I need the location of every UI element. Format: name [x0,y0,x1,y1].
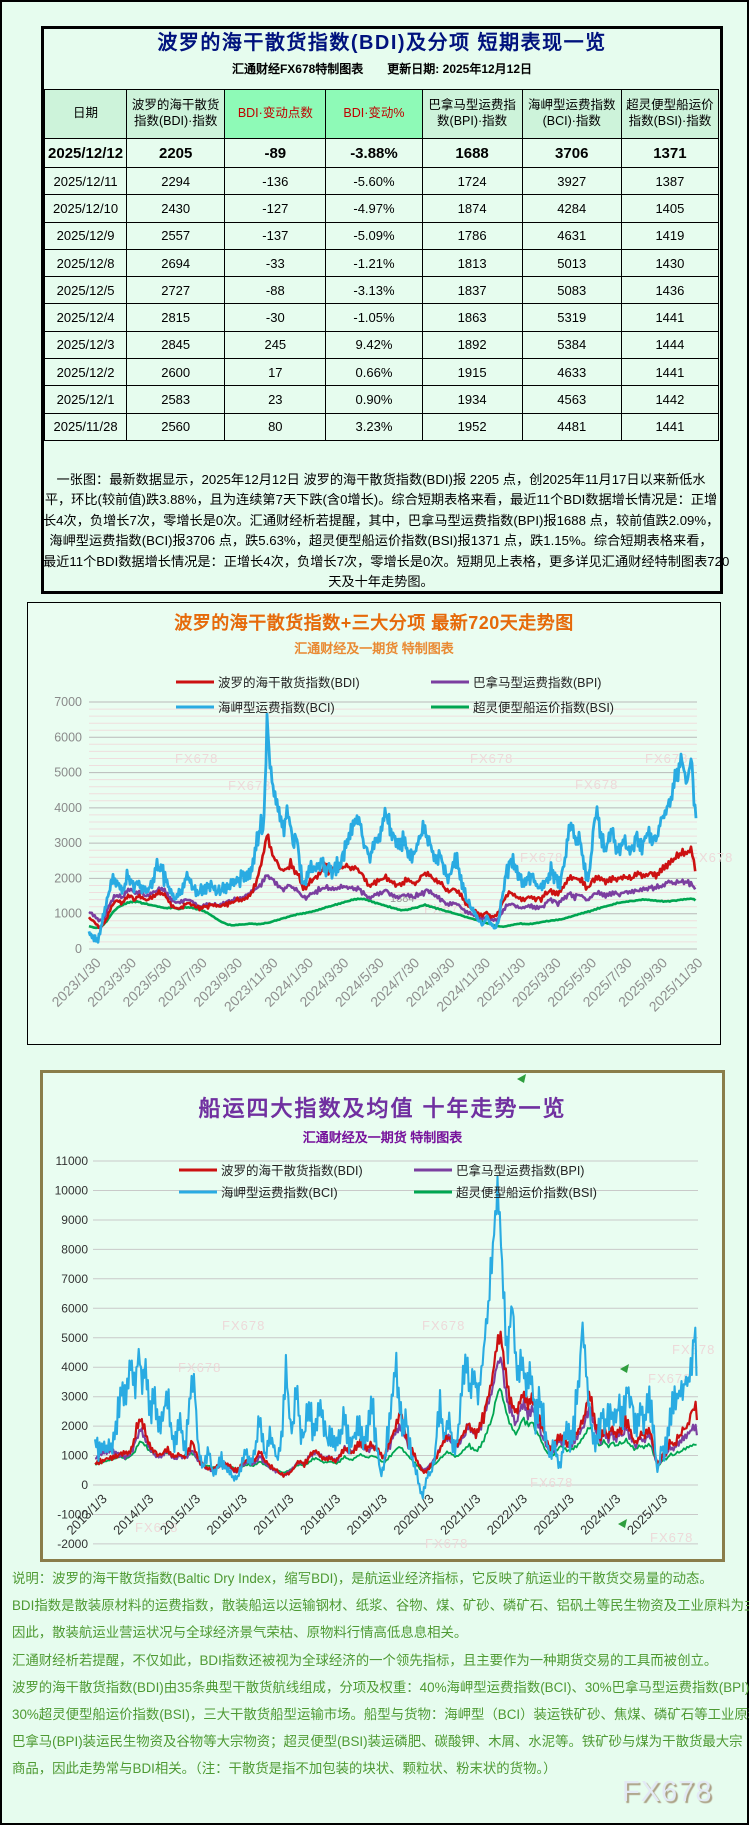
svg-text:海岬型运费指数(BCI): 海岬型运费指数(BCI) [218,700,335,715]
svg-text:-1000: -1000 [57,1508,88,1522]
svg-text:巴拿马型运费指数(BPI): 巴拿马型运费指数(BPI) [456,1163,584,1178]
svg-text:7000: 7000 [54,695,82,709]
svg-text:FX678: FX678 [175,751,218,766]
svg-text:FX678: FX678 [650,1530,693,1545]
svg-text:5000: 5000 [54,766,82,780]
svg-text:7000: 7000 [61,1272,88,1286]
svg-text:3000: 3000 [54,836,82,850]
svg-text:8000: 8000 [61,1242,88,1256]
svg-text:2000: 2000 [61,1419,88,1433]
svg-text:FX678: FX678 [178,1360,221,1375]
svg-text:FX678: FX678 [530,1475,573,1490]
svg-text:10000: 10000 [55,1184,89,1198]
svg-text:波罗的海干散货指数(BDI): 波罗的海干散货指数(BDI) [218,675,360,690]
svg-text:超灵便型船运价指数(BSI): 超灵便型船运价指数(BSI) [456,1185,597,1200]
svg-text:0: 0 [75,942,82,956]
svg-text:超灵便型船运价指数(BSI): 超灵便型船运价指数(BSI) [473,700,614,715]
svg-text:1000: 1000 [54,907,82,921]
svg-text:FX678: FX678 [575,777,618,792]
svg-text:FX678: FX678 [135,1520,178,1535]
svg-text:FX678: FX678 [470,751,513,766]
svg-text:1000: 1000 [61,1449,88,1463]
svg-text:4000: 4000 [54,801,82,815]
svg-text:6000: 6000 [54,730,82,744]
svg-text:巴拿马型运费指数(BPI): 巴拿马型运费指数(BPI) [473,675,601,690]
svg-text:0: 0 [81,1478,88,1492]
svg-text:FX678: FX678 [222,1318,265,1333]
svg-text:FX678: FX678 [520,850,563,865]
svg-text:海岬型运费指数(BCI): 海岬型运费指数(BCI) [221,1185,338,1200]
svg-text:FX678: FX678 [422,1318,465,1333]
svg-text:FX678: FX678 [645,751,688,766]
svg-text:2000: 2000 [54,871,82,885]
svg-text:6000: 6000 [61,1301,88,1315]
svg-text:5000: 5000 [61,1331,88,1345]
svg-text:9000: 9000 [61,1213,88,1227]
svg-text:4000: 4000 [61,1360,88,1374]
svg-text:FX678: FX678 [425,1536,468,1551]
svg-text:FX678: FX678 [690,850,733,865]
svg-text:FX678: FX678 [228,778,271,793]
svg-text:波罗的海干散货指数(BDI): 波罗的海干散货指数(BDI) [221,1163,363,1178]
svg-text:-2000: -2000 [57,1537,88,1551]
svg-text:11000: 11000 [56,1154,89,1168]
svg-text:FX678: FX678 [648,1371,691,1386]
svg-text:3000: 3000 [61,1390,88,1404]
